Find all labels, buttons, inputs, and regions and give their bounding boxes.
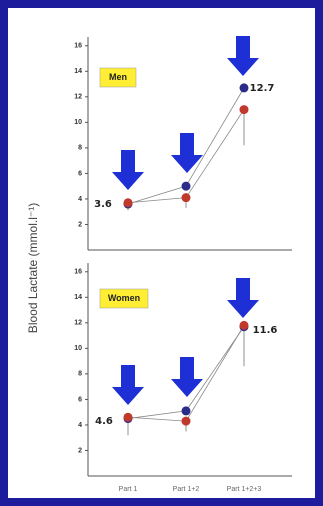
y-tick-label: 14 [74,294,82,301]
data-point [181,181,191,191]
y-tick-label: 14 [74,68,82,75]
arrow [112,150,144,190]
y-tick-label: 12 [74,94,82,101]
annotation: 12.7 [250,83,275,94]
x-tick-label: Part 1 [119,486,138,493]
y-tick-label: 16 [74,269,82,276]
data-point [123,198,133,208]
y-tick-label: 12 [74,320,82,327]
data-point [239,83,249,93]
arrow [227,36,259,76]
annotation: 4.6 [95,416,113,427]
y-tick-label: 4 [78,422,82,429]
data-point [181,416,191,426]
y-tick-label: 2 [78,447,82,454]
y-tick-label: 6 [78,170,82,177]
panel-label: Men [109,72,127,82]
arrow [171,133,203,173]
label-box [99,67,137,88]
y-tick-label: 16 [74,43,82,50]
y-tick-label: 10 [74,345,82,352]
data-point [181,193,191,203]
y-axis-label: Blood Lactate (mmol.l⁻¹) [26,203,40,333]
label-box [99,288,149,309]
y-tick-label: 8 [78,371,82,378]
annotation: 11.6 [253,325,278,336]
data-point [239,105,249,115]
y-tick-label: 10 [74,119,82,126]
arrows [112,36,259,405]
data-point [181,406,191,416]
panel [8,8,315,498]
data-point [123,412,133,422]
panel-label: Women [108,293,140,303]
y-tick-label: 8 [78,145,82,152]
arrow [227,278,259,318]
arrow [112,365,144,405]
y-tick-label: 6 [78,396,82,403]
y-tick-label: 4 [78,196,82,203]
x-tick-label: Part 1+2+3 [227,486,262,493]
x-tick-label: Part 1+2 [173,486,200,493]
y-tick-label: 2 [78,221,82,228]
arrow [171,357,203,397]
annotation: 3.6 [94,199,112,210]
data-point [239,320,249,330]
